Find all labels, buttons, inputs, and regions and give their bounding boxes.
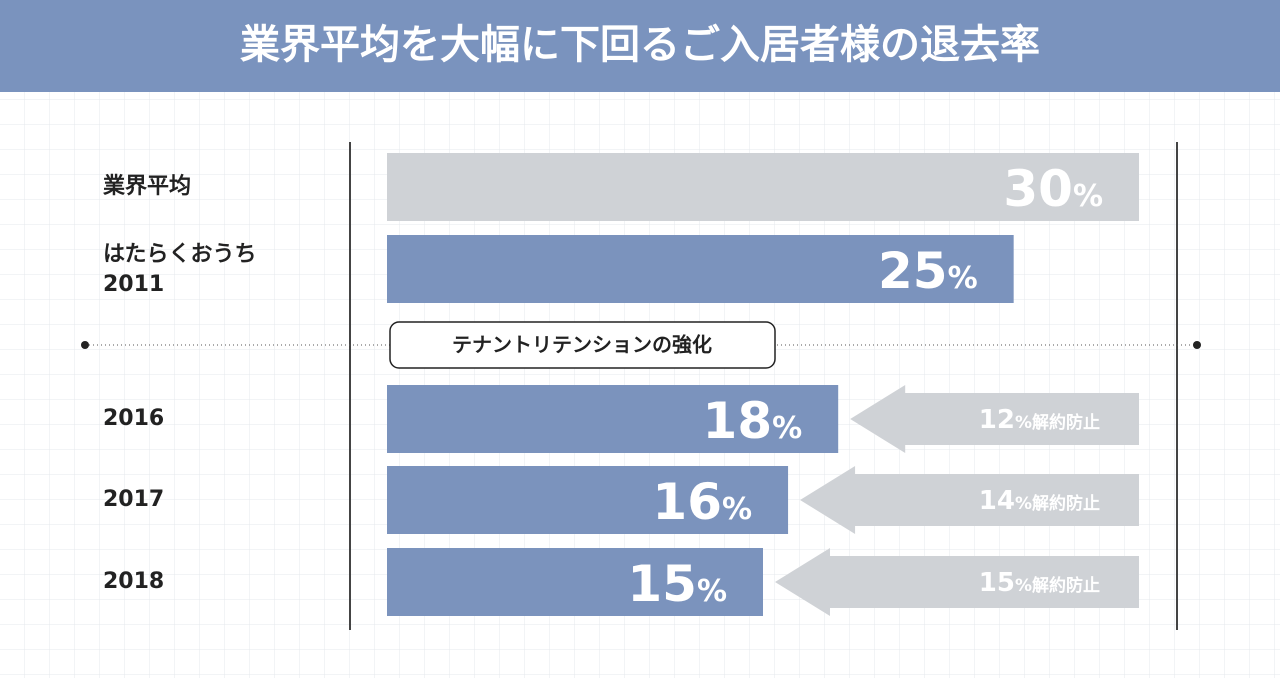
y-tick-label: 2017 [103,487,164,512]
unit: % [948,261,978,296]
divider-dot [81,341,89,349]
label-line: 2016 [103,406,164,431]
divider-dot [1193,341,1201,349]
y-tick-label: 業界平均 [103,173,191,199]
unit: % [772,411,802,446]
value-label: 15% [627,555,727,613]
reduction-arrow [775,548,1139,616]
y-tick-label: はたらくおうち 2011 [103,242,257,297]
reduction-label: 12%解約防止 [979,405,1100,435]
text: %解約防止 [1015,493,1100,514]
text: %解約防止 [1015,575,1100,596]
number: 18 [703,392,773,450]
chart-title: 業界平均を大幅に下回るご入居者様の退去率 [240,21,1040,68]
number: 25 [878,242,948,300]
reduction-arrow [800,466,1139,534]
reduction-label: 14%解約防止 [979,486,1100,516]
y-tick-label: 2016 [103,406,164,431]
value-label: 18% [703,392,803,450]
annotation-box [389,321,776,369]
value-label: 30% [1003,160,1103,218]
y-tick-label: 2018 [103,569,164,594]
number: 15 [627,555,697,613]
text: %解約防止 [1015,412,1100,433]
label-line: 2011 [103,272,164,297]
unit: % [697,574,727,609]
unit: % [1073,179,1103,214]
title-band [0,0,1280,92]
value-label: 25% [878,242,978,300]
label-line: 2018 [103,569,164,594]
unit: % [722,492,752,527]
reduction-arrow [850,385,1139,453]
label-line: 業界平均 [103,173,191,199]
bar [387,466,789,534]
number: 12 [979,405,1015,435]
label-line: はたらくおうち [103,242,257,267]
bar [387,548,763,616]
number: 30 [1003,160,1073,218]
bar [387,385,839,453]
number: 15 [979,568,1015,598]
bar [387,153,1139,221]
bar [387,235,1014,303]
annotation: テナントリテンションの強化 [452,333,712,357]
number: 16 [652,473,722,531]
reduction-label: 15%解約防止 [979,568,1100,598]
label-line: 2017 [103,487,164,512]
number: 14 [979,486,1015,516]
value-label: 16% [652,473,752,531]
